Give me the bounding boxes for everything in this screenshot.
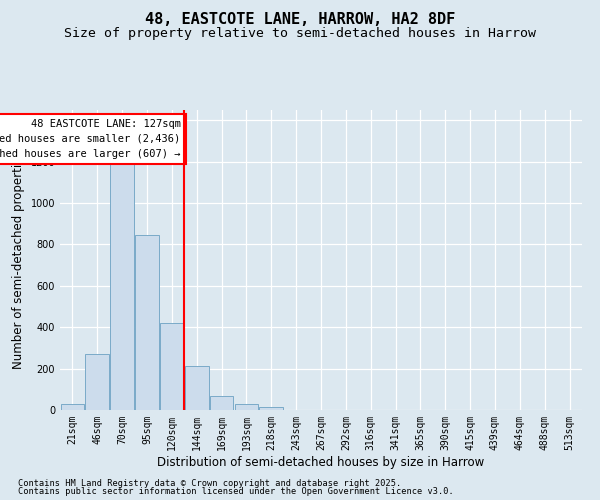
Text: 48, EASTCOTE LANE, HARROW, HA2 8DF: 48, EASTCOTE LANE, HARROW, HA2 8DF [145,12,455,28]
Bar [160,323,184,410]
Bar [110,162,134,410]
Text: Size of property relative to semi-detached houses in Harrow: Size of property relative to semi-detach… [64,28,536,40]
Bar [259,408,283,410]
Bar [210,396,233,410]
Bar [135,235,159,410]
Bar [61,404,84,410]
Bar [235,404,258,410]
Text: Contains public sector information licensed under the Open Government Licence v3: Contains public sector information licen… [18,487,454,496]
Text: Contains HM Land Registry data © Crown copyright and database right 2025.: Contains HM Land Registry data © Crown c… [18,478,401,488]
Bar [85,354,109,410]
Text: 48 EASTCOTE LANE: 127sqm
← 80% of semi-detached houses are smaller (2,436)
20% o: 48 EASTCOTE LANE: 127sqm ← 80% of semi-d… [0,119,181,158]
Y-axis label: Number of semi-detached properties: Number of semi-detached properties [12,150,25,370]
Bar [185,366,209,410]
X-axis label: Distribution of semi-detached houses by size in Harrow: Distribution of semi-detached houses by … [157,456,485,468]
